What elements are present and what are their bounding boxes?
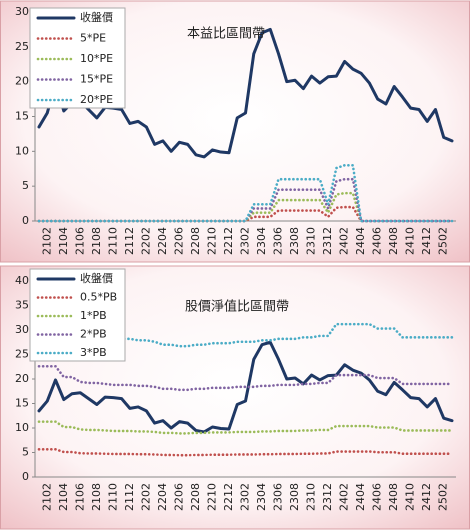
x-tick-label: 2204 [156,227,169,255]
y-tick-label: 15 [15,397,29,410]
y-tick-label: 25 [15,40,29,53]
y-tick-label: 5 [22,179,29,192]
x-tick-label: 2308 [288,483,301,511]
x-tick-label: 2406 [371,227,384,255]
band-line [37,420,454,435]
x-tick-label: 2202 [139,483,152,511]
x-tick-label: 2402 [338,227,351,255]
x-tick-label: 2108 [90,227,103,255]
y-tick-label: 40 [15,274,29,287]
x-tick-label: 2210 [205,227,218,255]
x-tick-label: 2404 [354,483,367,511]
x-tick-label: 2412 [420,483,433,511]
x-tick-label: 2306 [272,483,285,511]
legend-label: 1*PB [80,309,107,322]
x-tick-label: 2112 [123,227,136,255]
x-tick-label: 2502 [437,227,450,255]
y-tick-label: 0 [22,470,29,483]
y-tick-label: 20 [15,75,29,88]
x-tick-label: 2210 [205,483,218,511]
x-tick-label: 2312 [321,483,334,511]
band-line [37,364,454,392]
x-tick-label: 2112 [123,483,136,511]
y-tick-label: 0 [22,214,29,227]
y-tick-label: 25 [15,348,29,361]
x-tick-label: 2202 [139,227,152,255]
x-tick-label: 2206 [172,227,185,255]
x-tick-label: 2302 [239,483,252,511]
y-tick-label: 5 [22,446,29,459]
x-tick-label: 2306 [272,227,285,255]
chart-title: 股價淨值比區間帶 [185,299,289,315]
x-tick-label: 2310 [305,227,318,255]
x-tick-label: 2302 [239,227,252,255]
band-line [37,448,454,457]
x-tick-label: 2208 [189,483,202,511]
y-tick-label: 35 [15,299,29,312]
y-tick-label: 30 [15,5,29,18]
x-tick-label: 2208 [189,227,202,255]
x-tick-label: 2310 [305,483,318,511]
close-line [37,340,454,434]
x-tick-label: 2404 [354,227,367,255]
x-tick-label: 2408 [387,227,400,255]
x-tick-label: 2304 [255,227,268,255]
y-tick-label: 20 [15,372,29,385]
legend-label: 3*PB [80,346,107,359]
x-tick-label: 2102 [40,227,53,255]
x-tick-label: 2110 [106,227,119,255]
legend-label: 15*PE [80,73,113,86]
legend-label: 收盤價 [80,10,113,24]
x-tick-label: 2206 [172,483,185,511]
x-tick-label: 2412 [420,227,433,255]
y-tick-label: 30 [15,323,29,336]
legend-label: 10*PE [80,52,113,65]
x-tick-label: 2110 [106,483,119,511]
legend-label: 0.5*PB [80,291,117,304]
y-tick-label: 10 [15,144,29,157]
x-tick-label: 2106 [73,227,86,255]
x-tick-label: 2102 [40,483,53,511]
x-tick-label: 2304 [255,483,268,511]
x-tick-label: 2406 [371,483,384,511]
legend-label: 5*PE [80,32,106,45]
x-tick-label: 2104 [57,227,70,255]
x-tick-label: 2308 [288,227,301,255]
legend-label: 2*PB [80,328,107,341]
x-tick-label: 2204 [156,483,169,511]
x-tick-label: 2212 [222,227,235,255]
x-tick-label: 2108 [90,483,103,511]
chart-title: 本益比區間帶 [187,27,265,42]
x-tick-label: 2502 [437,483,450,511]
legend-label: 收盤價 [80,271,113,285]
y-tick-label: 10 [15,421,29,434]
x-tick-label: 2106 [73,483,86,511]
x-tick-label: 2312 [321,227,334,255]
x-tick-label: 2402 [338,483,351,511]
x-tick-label: 2410 [404,227,417,255]
band-line [37,163,454,223]
y-tick-label: 15 [15,110,29,123]
x-tick-label: 2104 [57,483,70,511]
x-tick-label: 2212 [222,483,235,511]
legend-label: 20*PE [80,93,113,106]
x-tick-label: 2410 [404,483,417,511]
x-tick-label: 2408 [387,483,400,511]
